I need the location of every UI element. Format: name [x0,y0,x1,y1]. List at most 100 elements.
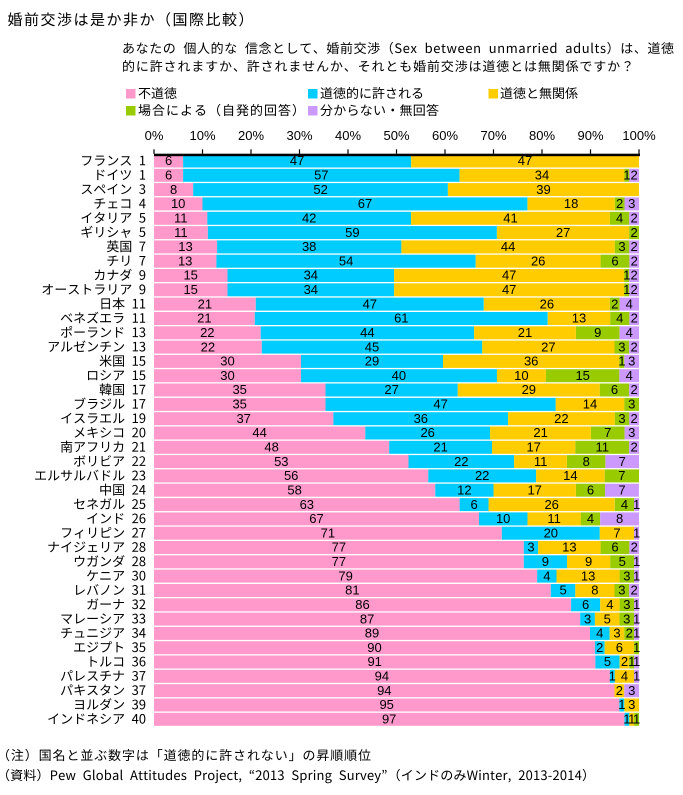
svg-text:47: 47 [433,397,447,412]
svg-text:1: 1 [633,640,640,655]
svg-text:26: 26 [420,425,434,440]
svg-text:0%: 0% [145,128,164,143]
svg-text:27: 27 [384,382,398,397]
svg-text:30: 30 [220,354,234,369]
svg-text:100%: 100% [622,128,656,143]
svg-text:53: 53 [274,454,288,469]
svg-text:21: 21 [197,311,211,326]
svg-text:26: 26 [531,253,545,268]
svg-text:15: 15 [183,282,197,297]
svg-text:4: 4 [543,568,550,583]
svg-text:1: 1 [618,697,625,712]
svg-text:81: 81 [345,583,359,598]
svg-text:11: 11 [174,225,188,240]
svg-text:2: 2 [621,654,628,669]
svg-text:2: 2 [630,168,637,183]
svg-text:90%: 90% [577,128,603,143]
svg-text:1: 1 [628,712,635,727]
svg-text:29: 29 [365,354,379,369]
svg-text:26: 26 [544,497,558,512]
svg-text:6: 6 [165,153,172,168]
svg-text:4: 4 [606,597,613,612]
svg-text:1: 1 [623,282,630,297]
svg-text:95: 95 [379,697,393,712]
svg-text:7: 7 [613,525,620,540]
svg-text:1: 1 [633,654,640,669]
svg-text:3: 3 [628,425,635,440]
svg-text:3: 3 [527,540,534,555]
svg-text:48: 48 [264,440,278,455]
svg-text:14: 14 [583,397,597,412]
svg-text:58: 58 [287,482,301,497]
svg-text:13: 13 [572,311,586,326]
svg-text:41: 41 [503,211,517,226]
svg-text:60%: 60% [432,128,458,143]
svg-text:2: 2 [630,225,637,240]
svg-text:35: 35 [232,397,246,412]
svg-text:34: 34 [535,168,549,183]
svg-text:3: 3 [628,354,635,369]
svg-text:2: 2 [626,626,633,641]
svg-text:1: 1 [618,354,625,369]
svg-text:70%: 70% [480,128,506,143]
svg-text:6: 6 [611,540,618,555]
svg-text:77: 77 [332,540,346,555]
svg-text:3: 3 [628,196,635,211]
svg-text:3: 3 [623,568,630,583]
svg-text:20: 20 [544,525,558,540]
svg-text:47: 47 [502,282,516,297]
svg-text:3: 3 [628,697,635,712]
svg-text:6: 6 [616,640,623,655]
svg-text:4: 4 [616,211,623,226]
svg-text:6: 6 [582,597,589,612]
svg-text:1: 1 [633,611,640,626]
svg-text:40%: 40% [335,128,361,143]
svg-text:4: 4 [621,497,628,512]
svg-text:2: 2 [630,268,637,283]
svg-text:4: 4 [626,368,633,383]
svg-text:42: 42 [302,211,316,226]
svg-text:35: 35 [232,382,246,397]
svg-text:11: 11 [596,440,610,455]
svg-text:7: 7 [618,482,625,497]
svg-text:89: 89 [365,626,379,641]
svg-text:11: 11 [547,511,561,526]
svg-text:80%: 80% [529,128,555,143]
svg-text:2: 2 [630,411,637,426]
svg-text:22: 22 [554,411,568,426]
svg-text:61: 61 [394,311,408,326]
svg-text:5: 5 [604,611,611,626]
svg-text:15: 15 [183,268,197,283]
svg-text:2: 2 [630,583,637,598]
svg-text:67: 67 [309,511,323,526]
svg-text:27: 27 [541,339,555,354]
svg-text:7: 7 [619,454,626,469]
svg-text:67: 67 [358,196,372,211]
svg-text:71: 71 [321,525,335,540]
svg-text:57: 57 [314,168,328,183]
svg-text:47: 47 [502,268,516,283]
svg-text:36: 36 [524,354,538,369]
svg-text:9: 9 [585,554,592,569]
svg-text:2: 2 [630,282,637,297]
svg-text:38: 38 [302,239,316,254]
svg-text:3: 3 [584,611,591,626]
svg-text:13: 13 [178,239,192,254]
svg-text:5: 5 [604,654,611,669]
svg-text:22: 22 [201,339,215,354]
svg-text:54: 54 [339,253,353,268]
svg-text:36: 36 [414,411,428,426]
svg-text:2: 2 [630,339,637,354]
svg-text:50%: 50% [383,128,409,143]
svg-text:2: 2 [631,311,638,326]
svg-text:3: 3 [623,597,630,612]
svg-text:1: 1 [633,525,640,540]
svg-text:3: 3 [628,683,635,698]
svg-text:1: 1 [623,712,630,727]
svg-text:13: 13 [178,253,192,268]
svg-text:4: 4 [616,311,623,326]
svg-text:4: 4 [587,511,594,526]
svg-text:47: 47 [290,153,304,168]
svg-text:1: 1 [633,554,640,569]
svg-text:1: 1 [633,669,640,684]
